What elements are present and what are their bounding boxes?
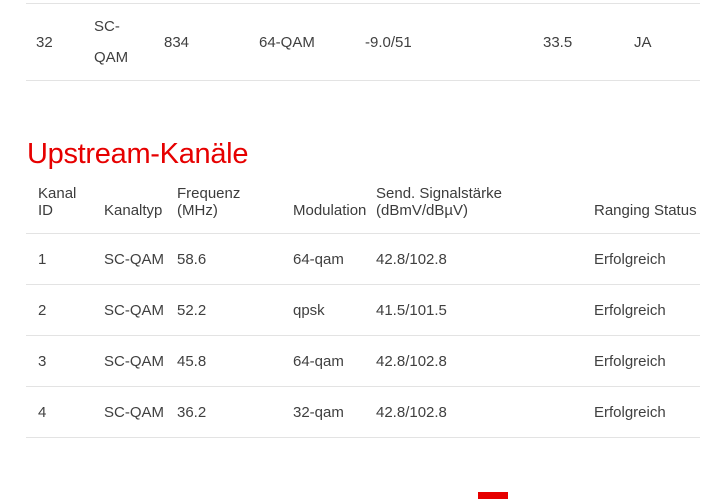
column-header: Kanal ID <box>38 185 77 219</box>
kanaltyp-wrapped-text: SC-QAM <box>94 18 129 66</box>
table-cell: SC-QAM <box>104 352 164 370</box>
table-cell: 1 <box>38 250 47 268</box>
table-cell: 52.2 <box>177 301 207 319</box>
page-title-upstream-kanaele: Upstream-Kanäle <box>27 138 249 170</box>
table-cell: 41.5/101.5 <box>376 301 447 319</box>
downstream-table-row: 32 SC-QAM 834 64-QAM -9.0/51 33.5 JA <box>26 3 700 81</box>
column-header: Modulation <box>293 202 367 219</box>
table-cell: Erfolgreich <box>594 403 666 421</box>
table-cell-lock-status: JA <box>634 33 652 51</box>
table-row: 3 SC-QAM 45.8 64-qam 42.8/102.8 Erfolgreich <box>26 336 700 387</box>
table-cell: SC-QAM <box>104 301 164 319</box>
upstream-table-body: 1 SC-QAM 58.6 64-qam 42.8/102.8 Erfolgreich 2 S… <box>26 234 700 438</box>
table-cell-modulation: 64-QAM <box>259 33 315 51</box>
column-header: Frequenz (MHz) <box>177 185 241 219</box>
table-cell: 36.2 <box>177 403 207 421</box>
table-cell: qpsk <box>293 301 325 319</box>
content-area: 32 SC-QAM 834 64-QAM -9.0/51 33.5 JA Ups… <box>26 3 700 438</box>
table-cell: Erfolgreich <box>594 301 666 319</box>
table-cell: SC-QAM <box>104 250 164 268</box>
table-cell: 32-qam <box>293 403 344 421</box>
table-row: 1 SC-QAM 58.6 64-qam 42.8/102.8 Erfolgreich <box>26 234 700 285</box>
table-cell: 64-qam <box>293 250 344 268</box>
table-cell: Erfolgreich <box>594 250 666 268</box>
column-header: Ranging Status <box>594 202 697 219</box>
table-row: 4 SC-QAM 36.2 32-qam 42.8/102.8 Erfolgreich <box>26 387 700 438</box>
table-cell-signalstaerke: -9.0/51 <box>365 33 412 51</box>
upstream-table: Kanal ID Kanaltyp Frequenz (MHz) Modulation… <box>26 171 700 438</box>
table-cell: 42.8/102.8 <box>376 352 447 370</box>
table-cell-kanaltyp: SC-QAM <box>84 11 154 73</box>
table-row: 2 SC-QAM 52.2 qpsk 41.5/101.5 Erfolgreich <box>26 285 700 336</box>
table-cell: 4 <box>38 403 47 421</box>
table-cell: 58.6 <box>177 250 207 268</box>
table-cell: 64-qam <box>293 352 344 370</box>
table-cell: SC-QAM <box>104 403 164 421</box>
table-cell-kanal-id: 32 <box>36 33 53 51</box>
table-cell: 3 <box>38 352 47 370</box>
table-cell: 42.8/102.8 <box>376 250 447 268</box>
table-cell: 2 <box>38 301 47 319</box>
upstream-header-row: Kanal ID Kanaltyp Frequenz (MHz) Modulation… <box>26 171 700 234</box>
table-cell-snr: 33.5 <box>543 33 573 51</box>
table-cell: 45.8 <box>177 352 207 370</box>
clipped-red-footer-element <box>478 492 508 499</box>
column-header: Send. Signalstärke (dBmV/dBµV) <box>376 185 502 219</box>
column-header: Kanaltyp <box>104 202 163 219</box>
table-cell-frequenz: 834 <box>164 33 190 51</box>
table-cell: 42.8/102.8 <box>376 403 447 421</box>
table-cell: Erfolgreich <box>594 352 666 370</box>
